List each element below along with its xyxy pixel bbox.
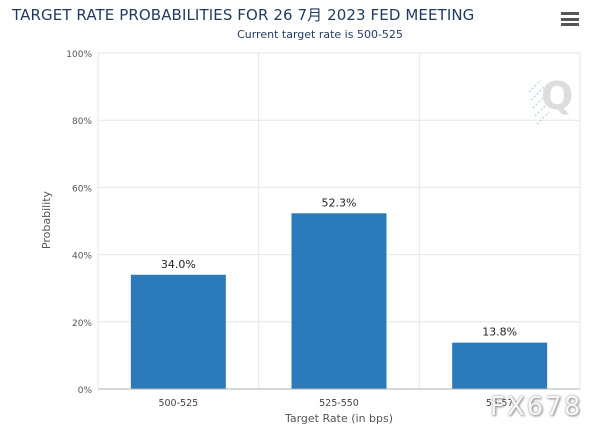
q-logo-icon: Q	[528, 74, 573, 125]
x-tick-label: 500-525	[158, 398, 198, 409]
y-tick-label: 0%	[78, 386, 93, 396]
watermark-text: FX678	[490, 392, 583, 422]
data-label: 52.3%	[322, 196, 357, 209]
y-tick-label: 20%	[72, 319, 92, 329]
bar-550-575[interactable]	[452, 342, 548, 389]
x-tick-labels: 500-525 525-550 55-57	[158, 398, 513, 409]
bars	[130, 213, 548, 389]
x-axis-title: Target Rate (in bps)	[284, 412, 393, 425]
chart-subtitle: Current target rate is 500-525	[237, 28, 403, 41]
y-tick-label: 40%	[72, 252, 92, 262]
svg-text:Q: Q	[541, 74, 573, 118]
y-tick-label: 60%	[72, 184, 92, 194]
data-label: 13.8%	[482, 326, 517, 339]
bar-500-525[interactable]	[130, 274, 226, 389]
y-tick-labels: 0% 20% 40% 60% 80% 100%	[66, 50, 92, 396]
y-tick-label: 100%	[66, 50, 92, 60]
data-label: 34.0%	[161, 258, 196, 271]
y-axis-title: Probability	[40, 190, 53, 249]
chart-title: TARGET RATE PROBABILITIES FOR 26 7月 2023…	[12, 6, 475, 24]
y-tick-label: 80%	[72, 117, 92, 127]
data-labels: 34.0% 52.3% 13.8%	[161, 196, 517, 338]
x-tick-label: 55-57	[486, 398, 514, 409]
bar-525-550[interactable]	[291, 213, 387, 389]
x-tick-label: 525-550	[319, 398, 359, 409]
hamburger-menu-icon[interactable]	[561, 12, 579, 28]
